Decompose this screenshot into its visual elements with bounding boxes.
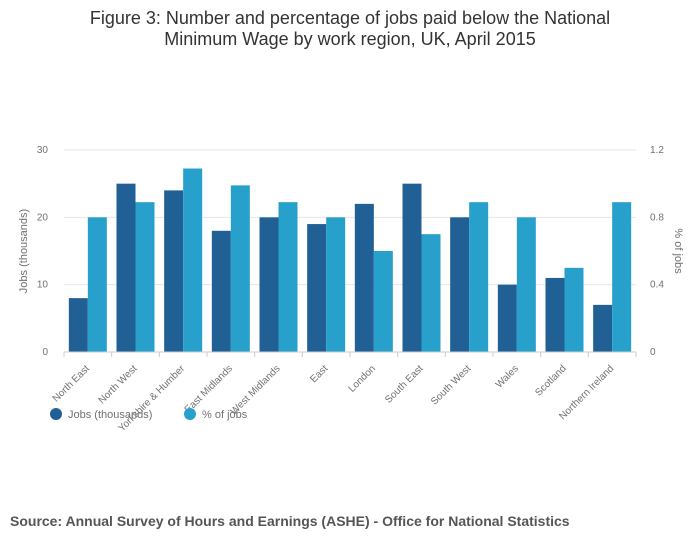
bar-pct[interactable]: [278, 202, 298, 352]
legend-label[interactable]: Jobs (thousands): [68, 409, 152, 421]
y-tick-label: 20: [37, 212, 49, 223]
y-axis-title: Jobs (thousands): [18, 209, 30, 293]
bar-jobs[interactable]: [164, 190, 184, 352]
x-tick-label: North East: [51, 363, 92, 404]
bar-pct[interactable]: [230, 185, 250, 352]
legend[interactable]: Jobs (thousands) % of jobs: [50, 408, 248, 421]
x-tick-label: London: [347, 363, 378, 394]
y2-axis-title: % of jobs: [672, 228, 684, 274]
y2-tick-label: 0: [650, 347, 656, 358]
bar-pct[interactable]: [183, 168, 203, 352]
x-tick-label: North West: [97, 363, 140, 406]
x-tick-label: East: [308, 363, 330, 385]
x-tick-label: Wales: [494, 363, 521, 390]
bar-jobs[interactable]: [545, 277, 565, 352]
bar-jobs[interactable]: [211, 230, 231, 352]
x-tick-label: South West: [429, 363, 473, 407]
bars: [68, 168, 632, 352]
bar-pct[interactable]: [87, 217, 107, 352]
bar-jobs[interactable]: [259, 217, 279, 352]
bar-pct[interactable]: [564, 267, 584, 352]
bar-pct[interactable]: [135, 202, 155, 352]
y2-tick-label: 0.4: [650, 280, 664, 291]
bar-pct[interactable]: [516, 217, 536, 352]
bar-jobs[interactable]: [593, 304, 613, 352]
x-tick-label: South East: [383, 363, 426, 406]
x-tick-label: East Midlands: [183, 363, 235, 415]
bar-pct[interactable]: [421, 234, 441, 352]
legend-label[interactable]: % of jobs: [202, 409, 248, 421]
bar-jobs[interactable]: [68, 298, 88, 352]
legend-marker[interactable]: [184, 408, 196, 420]
bar-jobs[interactable]: [354, 203, 374, 352]
chart-title-line-1: Figure 3: Number and percentage of jobs …: [89, 8, 611, 28]
source-note: Source: Annual Survey of Hours and Earni…: [10, 513, 570, 529]
legend-marker[interactable]: [50, 408, 62, 420]
chart-title: Figure 3: Number and percentage of jobs …: [0, 8, 700, 50]
y-tick-label: 30: [37, 145, 49, 156]
y2-tick-label: 1.2: [650, 145, 664, 156]
y-tick-label: 10: [37, 280, 49, 291]
bar-jobs[interactable]: [116, 183, 136, 352]
y-tick-label: 0: [42, 347, 48, 358]
bar-pct[interactable]: [469, 202, 489, 352]
bar-pct[interactable]: [326, 217, 346, 352]
bar-pct[interactable]: [373, 251, 393, 352]
bar-jobs[interactable]: [497, 284, 517, 352]
bar-jobs[interactable]: [402, 183, 422, 352]
bar-jobs[interactable]: [307, 224, 327, 352]
chart-title-line-2: Minimum Wage by work region, UK, April 2…: [164, 29, 536, 49]
bar-pct[interactable]: [612, 202, 632, 352]
bar-jobs[interactable]: [450, 217, 470, 352]
x-tick-label: Scotland: [533, 363, 568, 398]
y2-tick-label: 0.8: [650, 212, 664, 223]
